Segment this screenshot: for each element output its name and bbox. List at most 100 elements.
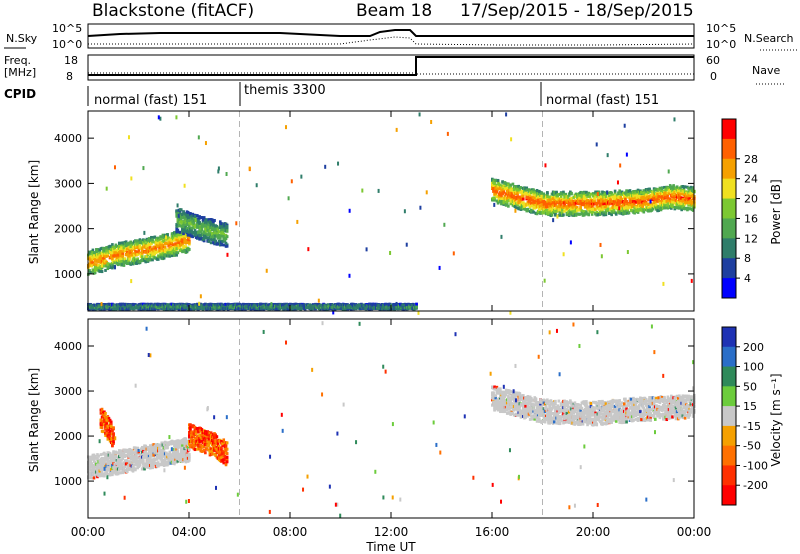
cpid-segment-2: themis 3300 [244, 83, 326, 98]
power-cell [503, 194, 507, 198]
power-cell [91, 261, 95, 265]
power-cell [656, 192, 659, 196]
power-feature-2 [491, 177, 696, 218]
power-cell [521, 201, 525, 205]
power-cell [188, 247, 191, 251]
cpid-panel: CPID normal (fast) 151 themis 3300 norma… [4, 82, 659, 108]
noise-left-tick-top: 10^5 [52, 22, 82, 35]
power-cell [552, 197, 556, 201]
power-cell [541, 211, 545, 215]
power-cell [160, 245, 164, 249]
power-cell [616, 207, 619, 211]
power-cell [495, 190, 499, 194]
power-cell [684, 193, 688, 197]
power-cell [207, 222, 211, 226]
power-cell [593, 197, 596, 201]
power-cell [562, 213, 565, 217]
power-cell [199, 230, 203, 234]
power-cell [559, 203, 563, 207]
power-cell [178, 230, 182, 234]
power-cell [649, 202, 652, 206]
power-feature-1 [175, 208, 229, 248]
power-cell [631, 209, 634, 213]
power-cell [168, 240, 172, 244]
power-cell [541, 209, 545, 213]
power-cell [689, 185, 693, 189]
power-cell [632, 204, 635, 208]
power-cell [114, 249, 118, 253]
power-cell [299, 302, 302, 306]
power-cell [683, 185, 687, 189]
power-cell [561, 208, 564, 212]
power-cell [521, 197, 525, 201]
power-cell [123, 257, 127, 261]
power-cell [146, 248, 150, 252]
power-cell [173, 238, 176, 242]
power-cell [212, 223, 215, 227]
power-cell [175, 253, 178, 257]
power-cell [93, 258, 97, 262]
beam-title: Beam 18 [356, 1, 432, 21]
power-cell [570, 198, 573, 202]
power-cell [502, 201, 506, 205]
nave-tick-bottom: 0 [710, 70, 717, 83]
power-cell [494, 187, 498, 191]
power-cell [575, 206, 579, 210]
power-cell [567, 205, 571, 209]
freq-tick-bottom: 8 [66, 70, 73, 83]
power-cell [225, 244, 229, 248]
power-cell [148, 258, 152, 262]
power-cell [182, 246, 185, 250]
power-cell [111, 243, 114, 247]
power-cell [500, 197, 503, 201]
power-cell [111, 251, 114, 255]
power-cell [502, 190, 506, 194]
power-cell [103, 256, 106, 260]
power-cell [188, 241, 191, 245]
power-cell [209, 241, 213, 245]
power-cell [517, 201, 520, 205]
power-cell [528, 194, 532, 198]
power-cell [688, 197, 692, 201]
power-cell [582, 197, 586, 201]
power-cell [186, 216, 190, 220]
power-cell [567, 203, 571, 207]
power-cell [148, 252, 152, 256]
power-cell [183, 214, 187, 218]
power-feature-3 [87, 302, 418, 311]
power-cell [546, 192, 549, 196]
power-cell [587, 191, 591, 195]
power-cell [563, 203, 566, 207]
power-cell [552, 193, 556, 197]
power-cell [588, 200, 592, 204]
power-cell [496, 201, 500, 205]
power-cell [192, 217, 196, 221]
power-cell [501, 180, 504, 184]
power-cell [526, 208, 530, 212]
power-cell [606, 191, 610, 195]
power-cell [691, 187, 695, 191]
power-cell [126, 250, 129, 254]
power-cell [602, 211, 605, 215]
power-cell [562, 205, 565, 209]
power-cell [544, 208, 548, 212]
power-cell [105, 264, 108, 268]
power-cell [127, 259, 130, 263]
power-cell [636, 208, 640, 212]
freq-left-label-2: [MHz] [4, 66, 36, 79]
power-cell [213, 238, 216, 242]
power-cell [193, 225, 197, 229]
power-cell [546, 191, 549, 195]
power-cell [206, 233, 209, 237]
power-cell [624, 211, 627, 215]
power-cell [666, 193, 670, 197]
power-cell [128, 257, 131, 261]
power-cell [153, 252, 157, 256]
power-cell [682, 193, 686, 197]
power-cell [223, 235, 227, 239]
power-cell [103, 250, 106, 254]
power-cell [123, 242, 127, 246]
power-cell [547, 203, 550, 207]
power-cell [193, 214, 197, 218]
